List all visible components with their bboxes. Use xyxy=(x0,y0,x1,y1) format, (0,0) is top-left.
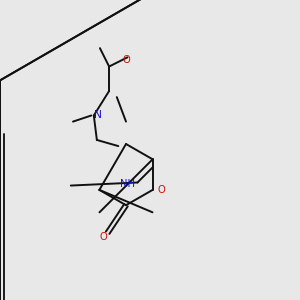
Text: O: O xyxy=(99,232,107,242)
Text: O: O xyxy=(122,56,130,65)
Text: O: O xyxy=(157,185,165,195)
Text: NH: NH xyxy=(120,179,135,189)
Text: N: N xyxy=(94,110,102,121)
